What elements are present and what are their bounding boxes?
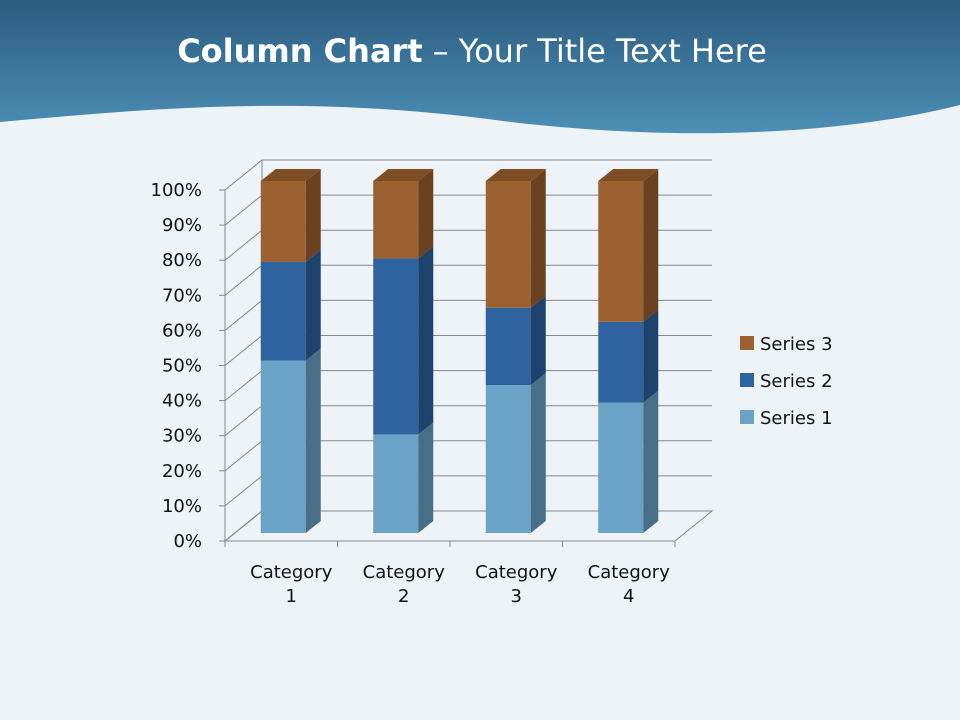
y-tick-label: 30% <box>162 426 202 447</box>
header-band <box>0 0 960 134</box>
bar-side <box>643 169 659 322</box>
bar-top <box>260 169 321 181</box>
y-tick-label: 100% <box>151 180 202 201</box>
bar-segment <box>598 402 644 533</box>
title-bold: Column Chart <box>177 32 422 70</box>
bar-segment <box>598 321 644 403</box>
bar-side <box>305 169 321 262</box>
y-tick-label: 20% <box>162 461 202 482</box>
legend-swatch <box>740 336 754 350</box>
x-tick-label: Category 4 <box>587 562 670 607</box>
y-tick-label: 0% <box>173 531 202 552</box>
legend-label: Series 3 <box>760 334 833 355</box>
bar-side <box>530 373 546 533</box>
bar-segment <box>260 181 306 262</box>
bar-side <box>530 295 546 386</box>
bar-side <box>305 348 321 533</box>
bar-side <box>418 169 434 259</box>
title-rest: – Your Title Text Here <box>433 32 767 70</box>
legend-swatch <box>740 373 754 387</box>
bar-top <box>373 169 434 181</box>
legend-label: Series 2 <box>760 371 833 392</box>
x-tick-label: Category 2 <box>362 562 445 607</box>
y-tick-label: 80% <box>162 250 202 271</box>
slide-title: Column Chart – Your Title Text Here <box>177 32 767 70</box>
bar-segment <box>373 258 419 435</box>
bar-side <box>530 169 546 308</box>
bar-segment <box>373 181 419 259</box>
bar-segment <box>485 307 531 386</box>
bar-side <box>643 390 659 533</box>
bar-segment <box>485 181 531 308</box>
bar-segment <box>260 360 306 533</box>
bar-side <box>643 309 659 403</box>
y-tick-label: 40% <box>162 391 202 412</box>
y-tick-label: 90% <box>162 215 202 236</box>
grid-line <box>224 159 712 191</box>
bar-side <box>418 246 434 435</box>
legend-label: Series 1 <box>760 408 833 429</box>
y-tick-label: 70% <box>162 285 202 306</box>
legend-swatch <box>740 410 754 424</box>
y-tick-label: 60% <box>162 320 202 341</box>
bar-segment <box>485 385 531 533</box>
bar-top <box>598 169 659 181</box>
x-tick-label: Category 3 <box>475 562 558 607</box>
bar-side <box>418 422 434 533</box>
bar-segment <box>598 181 644 322</box>
bar-segment <box>373 434 419 533</box>
x-tick-label: Category 1 <box>250 562 333 607</box>
y-tick-label: 50% <box>162 356 202 377</box>
bar-side <box>305 249 321 361</box>
y-tick-label: 10% <box>162 496 202 517</box>
bar-top <box>485 169 546 181</box>
bar-segment <box>260 261 306 361</box>
